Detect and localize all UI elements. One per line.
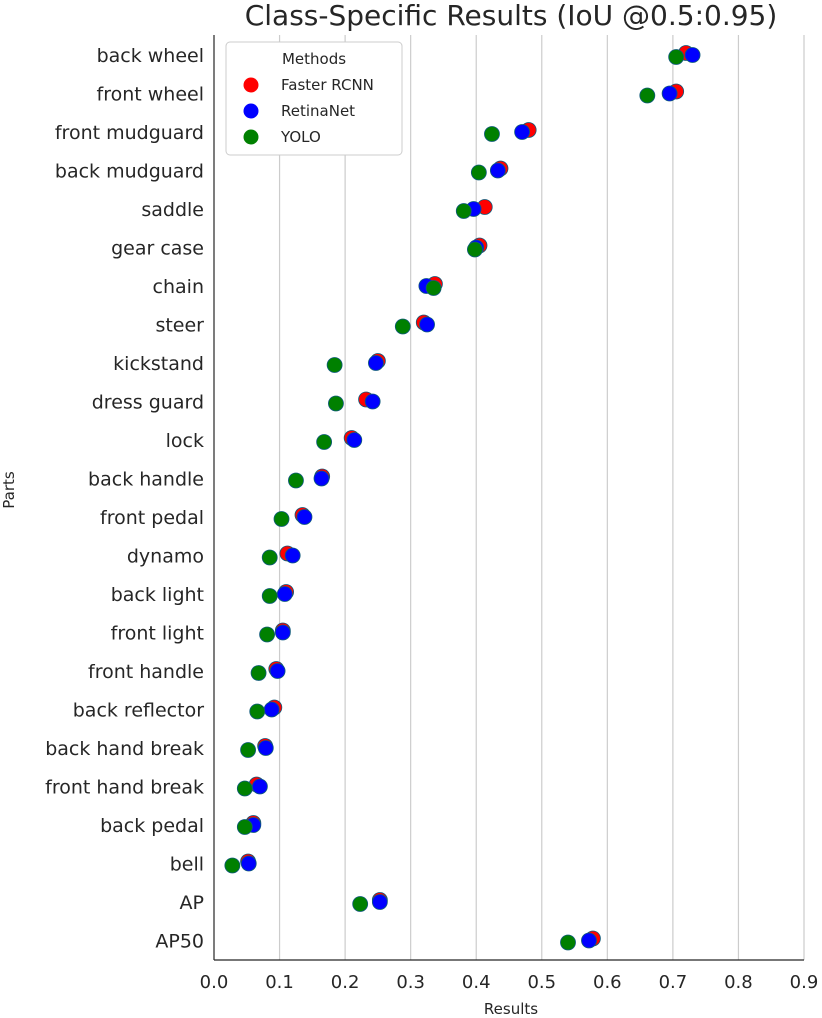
data-point [371,894,388,910]
y-category-label: front hand break [45,777,204,799]
data-point [684,47,701,63]
y-category-label: back wheel [97,45,204,67]
data-point [661,85,678,102]
data-point [639,87,656,104]
data-point [455,203,472,219]
data-point [249,703,266,720]
x-tick-label: 0.2 [331,972,360,993]
y-category-label: AP50 [155,931,204,953]
y-category-labels: back wheel front wheel front mudguard back … [45,45,204,953]
x-tick-label: 0.1 [265,972,294,993]
y-category-label: back pedal [100,815,204,837]
data-point [261,588,278,604]
chart-title: Class-Specific Results (IoU @0.5:0.95) [245,0,778,32]
y-category-label: front pedal [100,507,204,529]
legend-box [225,41,403,156]
y-category-label: back mudguard [55,161,204,183]
y-category-label: back reflector [73,700,204,722]
y-category-label: front wheel [97,84,204,106]
y-category-label: lock [166,430,204,452]
x-tick-labels: 0.0 0.1 0.2 0.3 0.4 0.5 0.6 0.7 0.8 0.9 [200,972,819,993]
data-points [224,45,701,951]
data-point [328,395,344,412]
data-point [251,778,268,795]
x-tick-label: 0.6 [593,972,622,993]
data-point [240,855,257,872]
data-point [236,819,253,835]
y-category-label: gear case [111,238,204,260]
data-point [394,318,411,335]
data-point [489,162,506,179]
x-tick-label: 0.9 [790,972,819,993]
y-category-label: back handle [88,469,204,491]
data-point [346,432,363,448]
legend-label: Faster RCNN [281,76,374,94]
data-point [261,549,278,566]
data-point [581,932,597,949]
data-point [263,701,280,718]
data-point [316,434,333,450]
legend-marker [243,103,259,119]
legend-marker [243,77,259,93]
y-axis-label: Parts [0,471,18,509]
y-category-label: saddle [141,199,204,221]
data-point [484,126,500,142]
data-point [514,124,531,140]
data-point [269,663,286,679]
x-tick-label: 0.7 [659,972,688,993]
data-point [284,547,301,564]
y-category-label: dress guard [92,392,204,414]
data-point [240,742,256,758]
data-point [224,857,241,874]
x-tick-label: 0.4 [462,972,491,993]
legend-label: YOLO [280,128,321,146]
data-point [419,316,435,333]
y-category-label: back light [111,584,204,606]
grid-lines [278,35,805,960]
data-point [368,355,384,371]
y-category-label: kickstand [113,353,204,375]
y-category-label: front light [111,623,204,645]
data-point [425,280,442,296]
data-point [274,624,291,641]
data-point [288,472,304,489]
x-tick-label: 0.5 [527,972,556,993]
data-point [259,626,276,643]
y-category-label: steer [155,315,204,337]
legend-label: RetinaNet [281,102,355,120]
data-point [352,896,369,912]
data-point [364,393,381,410]
legend-marker [243,129,259,145]
data-point [467,241,483,258]
y-category-label: dynamo [127,546,204,568]
data-point [668,49,685,65]
data-point [470,164,487,181]
y-category-label: back hand break [45,738,204,760]
x-tick-label: 0.3 [396,972,425,993]
data-point [560,934,576,951]
y-category-label: chain [153,276,204,298]
data-point [313,470,330,487]
y-category-label: AP [180,892,204,914]
legend: Methods Faster RCNN RetinaNet YOLO [225,41,403,156]
data-point [250,665,267,681]
data-point [276,586,293,602]
y-category-label: front mudguard [55,122,204,144]
legend-title: Methods [282,50,346,68]
y-category-label: front handle [88,661,204,683]
data-point [326,357,343,373]
x-tick-label: 0.8 [724,972,753,993]
data-point [257,740,274,756]
x-axis-label: Results [484,1000,538,1018]
x-tick-label: 0.0 [200,972,229,993]
y-category-label: bell [170,854,204,876]
data-point [273,511,290,527]
axes [213,35,804,961]
data-point [236,780,253,797]
data-point [296,509,313,525]
